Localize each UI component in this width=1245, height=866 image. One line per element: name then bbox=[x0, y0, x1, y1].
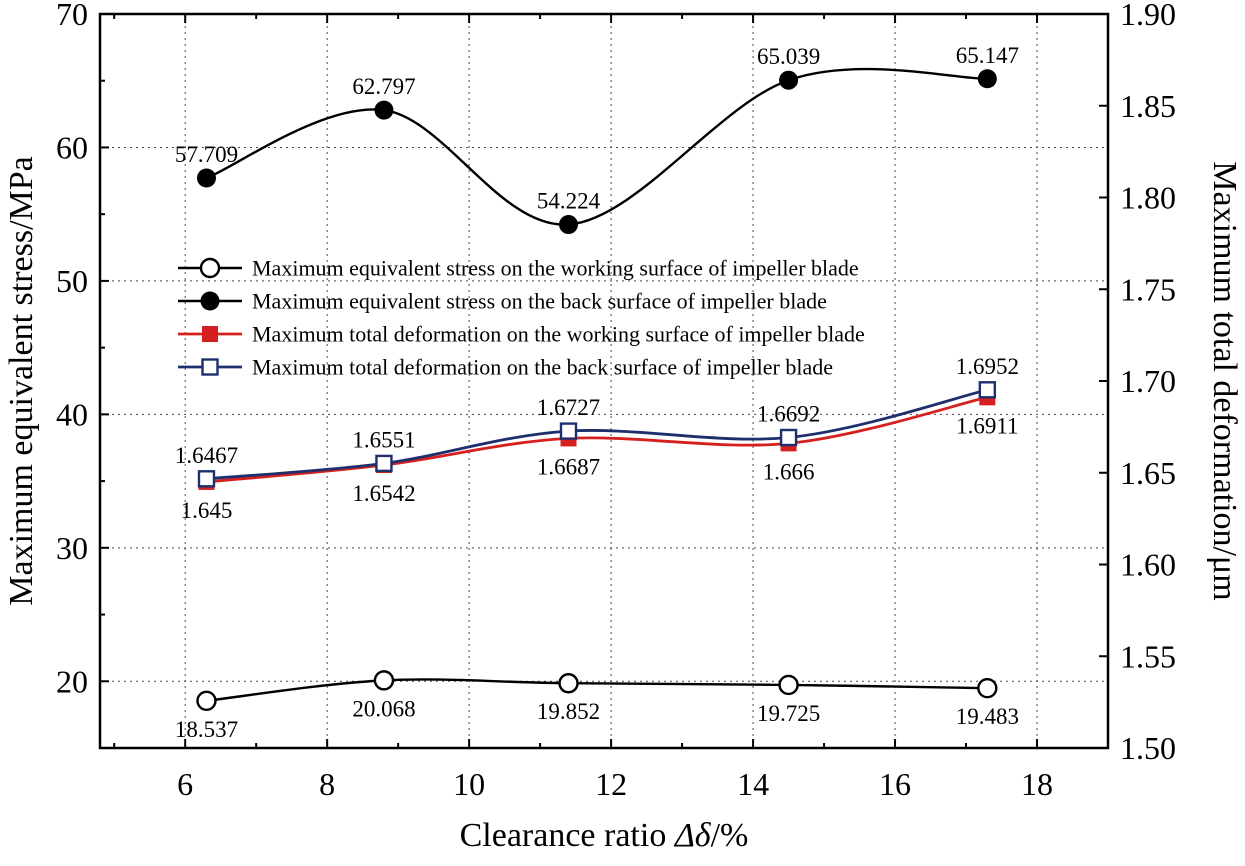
data-point-marker bbox=[202, 326, 218, 342]
left-tick-label: 50 bbox=[56, 263, 88, 299]
tick-labels: 20 30 40 50 60 70 1.50 1.55 1.60 1.65 1.70 1.75 1.80… bbox=[56, 0, 1176, 802]
axis-titles: Maximum equivalent stress/MPa Maximum tot… bbox=[3, 156, 1243, 854]
x-tick-label: 14 bbox=[737, 766, 769, 802]
data-point-marker bbox=[558, 673, 579, 694]
data-point-marker bbox=[779, 428, 798, 447]
data-point-label: 62.797 bbox=[352, 74, 415, 99]
data-point-marker bbox=[374, 100, 394, 120]
legend-item: Maximum equivalent stress on the working… bbox=[178, 256, 859, 281]
legend-label: Maximum equivalent stress on the back su… bbox=[252, 289, 827, 314]
legend: Maximum equivalent stress on the working… bbox=[178, 256, 865, 380]
data-point-marker bbox=[559, 215, 579, 235]
data-point-label: 20.068 bbox=[352, 696, 415, 721]
data-point-marker bbox=[373, 670, 395, 691]
data-point-label: 1.6551 bbox=[352, 427, 415, 452]
y-axis-title-right: Maximum total deformation/μm bbox=[1206, 161, 1243, 600]
data-point-marker bbox=[779, 70, 799, 90]
right-tick-label: 1.80 bbox=[1120, 180, 1176, 216]
right-tick-label: 1.60 bbox=[1120, 547, 1176, 583]
right-tick-label: 1.65 bbox=[1120, 455, 1176, 491]
data-point-label: 1.6467 bbox=[175, 443, 238, 468]
right-tick-label: 1.55 bbox=[1120, 638, 1176, 674]
data-point-marker bbox=[199, 257, 221, 279]
x-tick-label: 6 bbox=[177, 766, 193, 802]
data-point-marker bbox=[196, 690, 217, 711]
data-point-label: 1.6542 bbox=[352, 481, 415, 506]
legend-item: Maximum total deformation on the back su… bbox=[178, 355, 833, 380]
right-tick-label: 1.50 bbox=[1120, 730, 1176, 766]
data-point-marker bbox=[778, 674, 799, 696]
plot-frame bbox=[98, 12, 1110, 750]
data-point-label: 1.6911 bbox=[956, 413, 1018, 438]
legend-item: Maximum equivalent stress on the back su… bbox=[178, 289, 827, 314]
right-tick-label: 1.85 bbox=[1120, 88, 1176, 124]
data-point-marker bbox=[977, 69, 997, 89]
legend-label: Maximum total deformation on the working… bbox=[252, 322, 865, 347]
data-point-label: 57.709 bbox=[175, 142, 238, 167]
legend-item: Maximum total deformation on the working… bbox=[178, 322, 865, 347]
data-point-marker bbox=[375, 454, 393, 473]
data-point-label: 1.645 bbox=[181, 498, 233, 523]
left-tick-label: 30 bbox=[56, 530, 88, 566]
right-tick-label: 1.90 bbox=[1120, 0, 1176, 32]
data-point-label: 1.6687 bbox=[537, 454, 600, 479]
x-tick-label: 8 bbox=[319, 766, 335, 802]
data-point-marker bbox=[978, 381, 997, 399]
legend-label: Maximum total deformation on the back su… bbox=[252, 355, 833, 380]
x-tick-label: 10 bbox=[453, 766, 485, 802]
legend-label: Maximum equivalent stress on the working… bbox=[252, 256, 859, 281]
series-0: 18.537 20.068 19.852 19.725 19.483 bbox=[175, 670, 1019, 742]
data-point-label: 19.852 bbox=[537, 699, 600, 724]
gridlines bbox=[100, 14, 1108, 748]
x-axis-title: Clearance ratio Δδ/% bbox=[460, 817, 749, 854]
left-tick-label: 70 bbox=[56, 0, 88, 32]
left-tick-label: 40 bbox=[56, 396, 88, 432]
data-point-label: 19.725 bbox=[757, 701, 820, 726]
right-tick-label: 1.75 bbox=[1120, 271, 1176, 307]
data-point-marker bbox=[197, 470, 216, 488]
data-point-label: 65.039 bbox=[757, 44, 820, 69]
data-point-marker bbox=[200, 291, 220, 311]
data-point-label: 18.537 bbox=[175, 717, 238, 742]
data-point-label: 54.224 bbox=[537, 189, 601, 214]
x-tick-label: 18 bbox=[1021, 766, 1053, 802]
y-axis-title-left: Maximum equivalent stress/MPa bbox=[3, 156, 40, 606]
x-tick-label: 12 bbox=[595, 766, 627, 802]
left-tick-label: 20 bbox=[56, 663, 88, 699]
data-point-label: 1.666 bbox=[763, 459, 815, 484]
series-line bbox=[206, 678, 988, 702]
data-point-label: 1.6952 bbox=[956, 354, 1019, 379]
data-point-label: 65.147 bbox=[956, 43, 1019, 68]
left-tick-label: 60 bbox=[56, 129, 88, 165]
right-tick-label: 1.70 bbox=[1120, 363, 1176, 399]
data-point-label: 1.6692 bbox=[757, 402, 820, 427]
series-3: 1.6467 1.6551 1.6727 1.6692 1.6952 bbox=[175, 354, 1019, 488]
data-point-label: 19.483 bbox=[956, 704, 1019, 729]
data-point-label: 1.6727 bbox=[537, 395, 600, 420]
data-point-marker bbox=[201, 358, 219, 376]
series-1: 57.709 62.797 54.224 65.039 65.147 bbox=[175, 43, 1019, 235]
data-point-marker bbox=[559, 422, 578, 440]
tick-marks bbox=[100, 13, 1108, 749]
data-point-marker bbox=[977, 677, 998, 699]
x-tick-label: 16 bbox=[879, 766, 911, 802]
data-point-marker bbox=[196, 168, 216, 188]
